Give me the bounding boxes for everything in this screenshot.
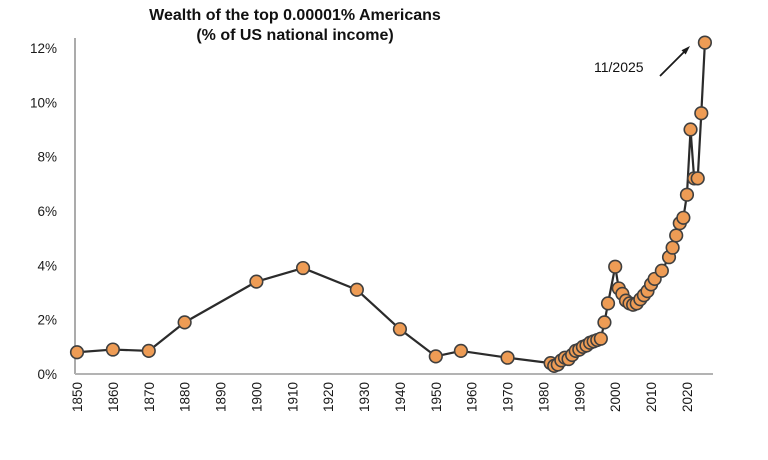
x-tick-label: 1850 [70,382,85,412]
data-point [679,187,695,202]
x-tick-label: 1990 [572,382,587,412]
chart-title: Wealth of the top 0.00001% Americans (% … [80,6,510,46]
data-point [600,296,616,311]
annotation-arrowhead [681,46,690,55]
data-point [69,345,85,360]
data-point [177,315,192,330]
data-point [683,122,698,137]
data-point [597,315,612,330]
data-point [453,343,469,359]
data-point [141,343,156,359]
x-tick-label: 1980 [536,382,551,412]
data-point [697,35,713,50]
x-tick-label: 1860 [106,382,121,412]
data-line [75,41,707,367]
data-point [392,322,408,337]
data-point [690,171,705,186]
data-point [608,259,623,274]
data-point [669,228,684,243]
data-point [349,282,364,297]
data-point [105,342,120,357]
x-tick-label: 1910 [285,382,300,412]
x-tick-label: 1930 [357,382,372,412]
x-tick-label: 2010 [644,382,659,412]
x-tick-label: 1970 [501,382,516,412]
data-point [500,350,515,365]
data-point [593,331,608,346]
annotation-label: 11/2025 [594,59,644,75]
y-tick-label: 6% [37,204,57,219]
data-point [676,210,691,225]
data-point [665,240,680,255]
x-tick-label: 1880 [178,382,193,412]
chart-title-line2: (% of US national income) [196,27,394,44]
x-tick-label: 2000 [608,382,623,412]
y-tick-label: 2% [37,313,57,328]
x-tick-label: 2020 [680,382,695,412]
chart-title-line1: Wealth of the top 0.00001% Americans [149,7,441,24]
data-point [654,263,669,278]
y-tick-label: 4% [37,258,57,273]
x-tick-label: 1940 [393,382,408,412]
y-tick-label: 12% [30,41,57,56]
annotation-arrow [659,51,685,77]
x-tick-label: 1950 [429,382,444,412]
x-tick-label: 1920 [321,382,336,412]
x-tick-label: 1960 [465,382,480,412]
data-point [249,274,264,289]
y-tick-label: 8% [37,150,57,165]
data-point [694,106,709,121]
x-tick-label: 1900 [249,382,264,412]
data-point [428,349,443,364]
y-tick-label: 10% [30,95,57,110]
x-tick-label: 1870 [142,382,157,412]
x-tick-label: 1890 [214,382,229,412]
y-tick-label: 0% [37,367,57,382]
data-point [295,260,311,276]
